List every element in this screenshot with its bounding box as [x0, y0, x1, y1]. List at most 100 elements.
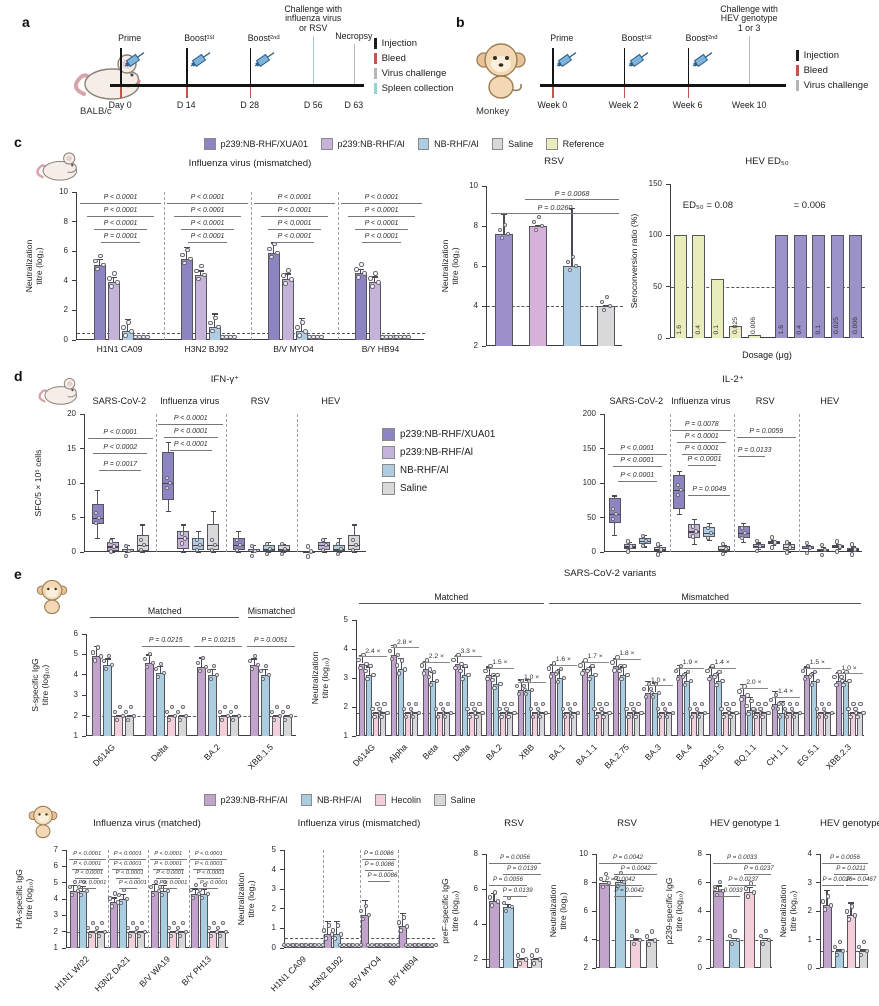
- bar: [488, 901, 500, 968]
- x-tick-label: B/Y HB94: [361, 344, 400, 354]
- y-tick: [666, 337, 670, 339]
- section-header: Mismatched: [247, 606, 296, 618]
- y-tick: [592, 910, 596, 912]
- data-point: [675, 482, 680, 488]
- x-axis-label: Dosage (μg): [742, 350, 792, 360]
- y-tick: [816, 882, 820, 884]
- data-point: [208, 676, 213, 682]
- data-point: [139, 538, 144, 543]
- chart-title: Influenza virus (mismatched): [297, 818, 421, 829]
- error-bar: [571, 208, 573, 266]
- data-point: [755, 548, 760, 554]
- data-point: [777, 714, 783, 720]
- data-point: [625, 673, 630, 678]
- data-point: [368, 276, 373, 281]
- data-point: [145, 335, 150, 340]
- bar: [759, 939, 771, 968]
- y-tick-label: 4: [583, 934, 588, 944]
- data-point: [206, 668, 211, 674]
- data-point: [761, 941, 766, 946]
- data-point: [232, 335, 237, 340]
- data-point: [816, 714, 822, 720]
- bar: [379, 947, 388, 948]
- data-point: [631, 706, 636, 712]
- data-point: [125, 717, 130, 722]
- data-point: [406, 335, 411, 340]
- error-bar: [122, 894, 124, 899]
- y-tick: [482, 853, 486, 855]
- p-value: P = 0.0051: [246, 637, 295, 648]
- data-point: [194, 538, 199, 543]
- p-value: P < 0.0001: [254, 194, 335, 204]
- data-point: [99, 920, 104, 926]
- error-bar: [686, 672, 688, 681]
- data-point: [399, 658, 405, 663]
- event-time-label: Week 0: [537, 100, 568, 110]
- error-bar: [615, 657, 617, 667]
- data-point: [323, 543, 328, 548]
- bar-dosage-label: 0.1: [814, 324, 822, 334]
- data-point: [119, 901, 124, 906]
- y-tick-label: 4: [807, 849, 812, 858]
- data-point: [407, 943, 412, 948]
- data-point: [167, 717, 172, 722]
- error-bar: [373, 276, 376, 283]
- data-point: [828, 903, 834, 908]
- data-point: [501, 900, 507, 905]
- error-bar: [850, 902, 852, 916]
- chart-rsv-mouse: RSV P = 0.0068 P = 0.0260 2 4 6 8 10 Neutralizat…: [438, 156, 630, 358]
- data-point: [743, 886, 748, 891]
- bar: [368, 282, 381, 340]
- p-value: P = 0.0211: [834, 865, 868, 875]
- data-point: [708, 530, 713, 536]
- p-value: P < 0.0001: [188, 233, 227, 243]
- data-point: [822, 907, 828, 912]
- data-point: [770, 545, 775, 550]
- data-point: [137, 335, 142, 340]
- data-point: [372, 714, 377, 720]
- bar: [144, 662, 154, 736]
- data-point: [101, 262, 106, 267]
- data-point: [705, 525, 710, 531]
- bar: [630, 939, 642, 968]
- p-value: P < 0.0001: [115, 869, 144, 879]
- bleed-tick: [249, 87, 252, 98]
- fold-change-label: 1.9 ×: [676, 659, 705, 669]
- error-cap: [824, 889, 830, 891]
- data-point: [179, 531, 184, 536]
- data-point: [820, 899, 826, 904]
- error-bar: [159, 665, 161, 673]
- y-tick-label: 4: [271, 864, 276, 874]
- data-point: [69, 892, 74, 898]
- legend-item: Hecolin: [374, 794, 421, 806]
- error-cap: [860, 949, 866, 951]
- data-point: [755, 538, 760, 544]
- bar-dosage-label: 1.6: [777, 324, 785, 334]
- data-point: [228, 335, 233, 340]
- error-cap: [251, 658, 258, 660]
- error-bar: [493, 892, 495, 902]
- bar: [361, 914, 370, 948]
- data-point: [354, 943, 359, 948]
- data-point: [766, 710, 771, 716]
- data-point: [823, 714, 829, 720]
- bar: [597, 306, 615, 346]
- bar: [436, 712, 443, 736]
- error-cap: [779, 701, 786, 703]
- data-point: [84, 888, 89, 894]
- p-value: P < 0.0001: [268, 220, 321, 230]
- error-cap: [519, 958, 525, 960]
- error-bar: [781, 701, 783, 713]
- y-tick: [592, 882, 596, 884]
- bar: [744, 892, 756, 968]
- whisker-cap: [706, 539, 712, 541]
- data-point: [106, 653, 111, 658]
- data-point: [375, 701, 380, 707]
- fold-change-label: 1.6 ×: [549, 656, 578, 666]
- data-point: [123, 709, 128, 714]
- y-tick-label: 50: [587, 512, 596, 522]
- x-tick-label: Delta: [148, 742, 170, 764]
- y-tick: [280, 888, 284, 890]
- legend-swatch: [374, 794, 387, 806]
- data-point: [840, 948, 846, 954]
